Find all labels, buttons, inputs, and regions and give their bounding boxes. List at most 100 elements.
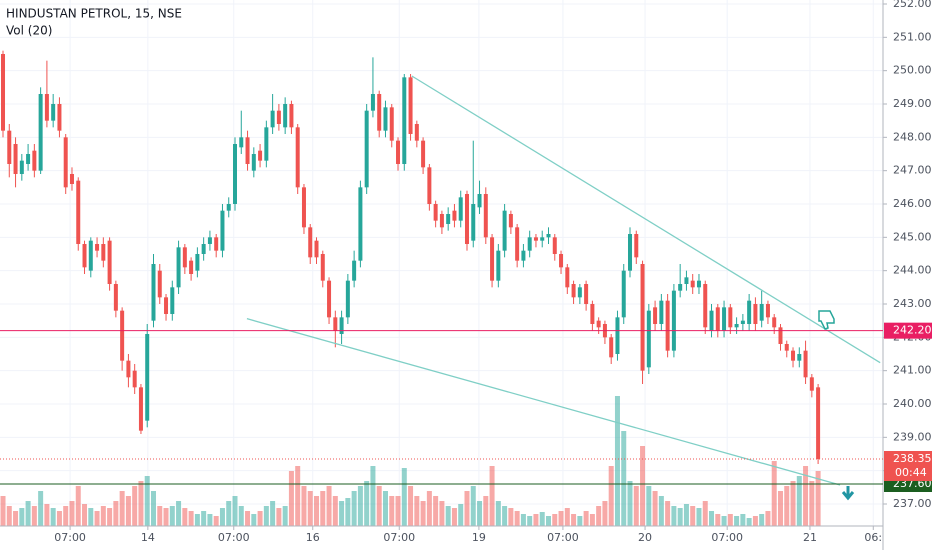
volume-bar [715,514,721,526]
volume-bar [658,496,664,526]
y-tick-label: 249.00 [893,97,932,110]
volume-bar [0,496,6,526]
x-tick-label: 19 [472,531,486,544]
candle-body [327,280,332,318]
volume-bar [683,504,689,526]
y-tick-label: 239.00 [893,430,932,443]
candle-body [251,154,256,171]
volume-bar [489,466,495,526]
volume-bar [63,506,69,526]
candle-body [189,260,194,274]
candle-body [439,214,444,228]
volume-label: Vol (20) [6,24,52,38]
volume-bar [633,486,639,526]
volume-bar [815,471,821,526]
volume-bar [583,511,589,526]
candle-body [157,270,162,298]
last-price-box [884,451,932,481]
volume-bar [370,466,376,526]
candle-body [126,360,131,378]
candle-body [232,144,237,204]
candle-body [471,204,476,241]
price-label: 242.20 [893,324,932,337]
x-tick-label: 07:00 [711,531,743,544]
volume-bar [564,508,570,526]
volume-bar [376,486,382,526]
volume-bar [113,501,119,526]
candle-body [402,77,407,164]
volume-bar [389,496,395,526]
candle-body [765,304,770,318]
candle-body [358,187,363,261]
volume-bar [677,508,683,526]
volume-bar [50,508,56,526]
down-arrow-icon[interactable] [841,486,855,501]
volume-bar [75,486,81,526]
candle-body [214,237,219,251]
volume-bar [765,511,771,526]
candle-body [621,270,626,318]
volume-bar [213,516,219,526]
volume-bar [445,506,451,526]
volume-bar [740,514,746,526]
candle-body [690,280,695,288]
candle-body [521,250,526,261]
y-tick-label: 240.00 [893,397,932,410]
volume-bar [163,508,169,526]
candle-body [38,94,43,171]
candle-body [508,214,513,228]
volume-bar [614,396,620,526]
volume-bar [38,491,44,526]
candle-body [76,180,81,244]
volume-bar [483,496,489,526]
volume-bar [458,504,464,526]
volume-bar [401,468,407,526]
y-tick-label: 251.00 [893,30,932,43]
candle-body [458,197,463,221]
candle-body [590,304,595,324]
candle-body [784,344,789,351]
volume-bar [665,501,671,526]
candle-body [138,387,143,431]
candle-body [207,237,212,244]
candle-body [452,210,457,221]
candle-body [546,234,551,238]
volume-bar [176,501,182,526]
y-tick-label: 237.00 [893,497,932,510]
candle-body [809,377,814,391]
candle-body [552,237,557,254]
candle-body [333,317,338,331]
candle-body [389,107,394,141]
candle-body [684,277,689,284]
volume-bar [545,516,551,526]
volume-bar [533,514,539,526]
trendline [246,318,841,486]
candle-body [634,234,639,258]
thumbs-down-icon[interactable] [818,310,835,330]
candle-body [609,337,614,358]
volume-bar [640,446,646,526]
volume-bar [477,501,483,526]
volume-bar [602,501,608,526]
candle-body [414,124,419,141]
candle-body [270,110,275,128]
volume-bar [314,496,320,526]
volume-bar [433,496,439,526]
candle-body [464,194,469,244]
volume-bar [6,506,12,526]
volume-bar [88,508,94,526]
candle-body [791,350,796,361]
candle-body [44,94,49,121]
volume-bar [727,514,733,526]
volume-bar [451,508,457,526]
x-tick-label: 06: [864,531,882,544]
volume-bar [495,501,501,526]
x-tick-label: 07:00 [218,531,250,544]
volume-bar [207,514,213,526]
candle-body [63,137,68,188]
arrow-shape [841,486,855,501]
candle-body [377,94,382,131]
candle-body [559,254,564,268]
candle-body [170,287,175,314]
